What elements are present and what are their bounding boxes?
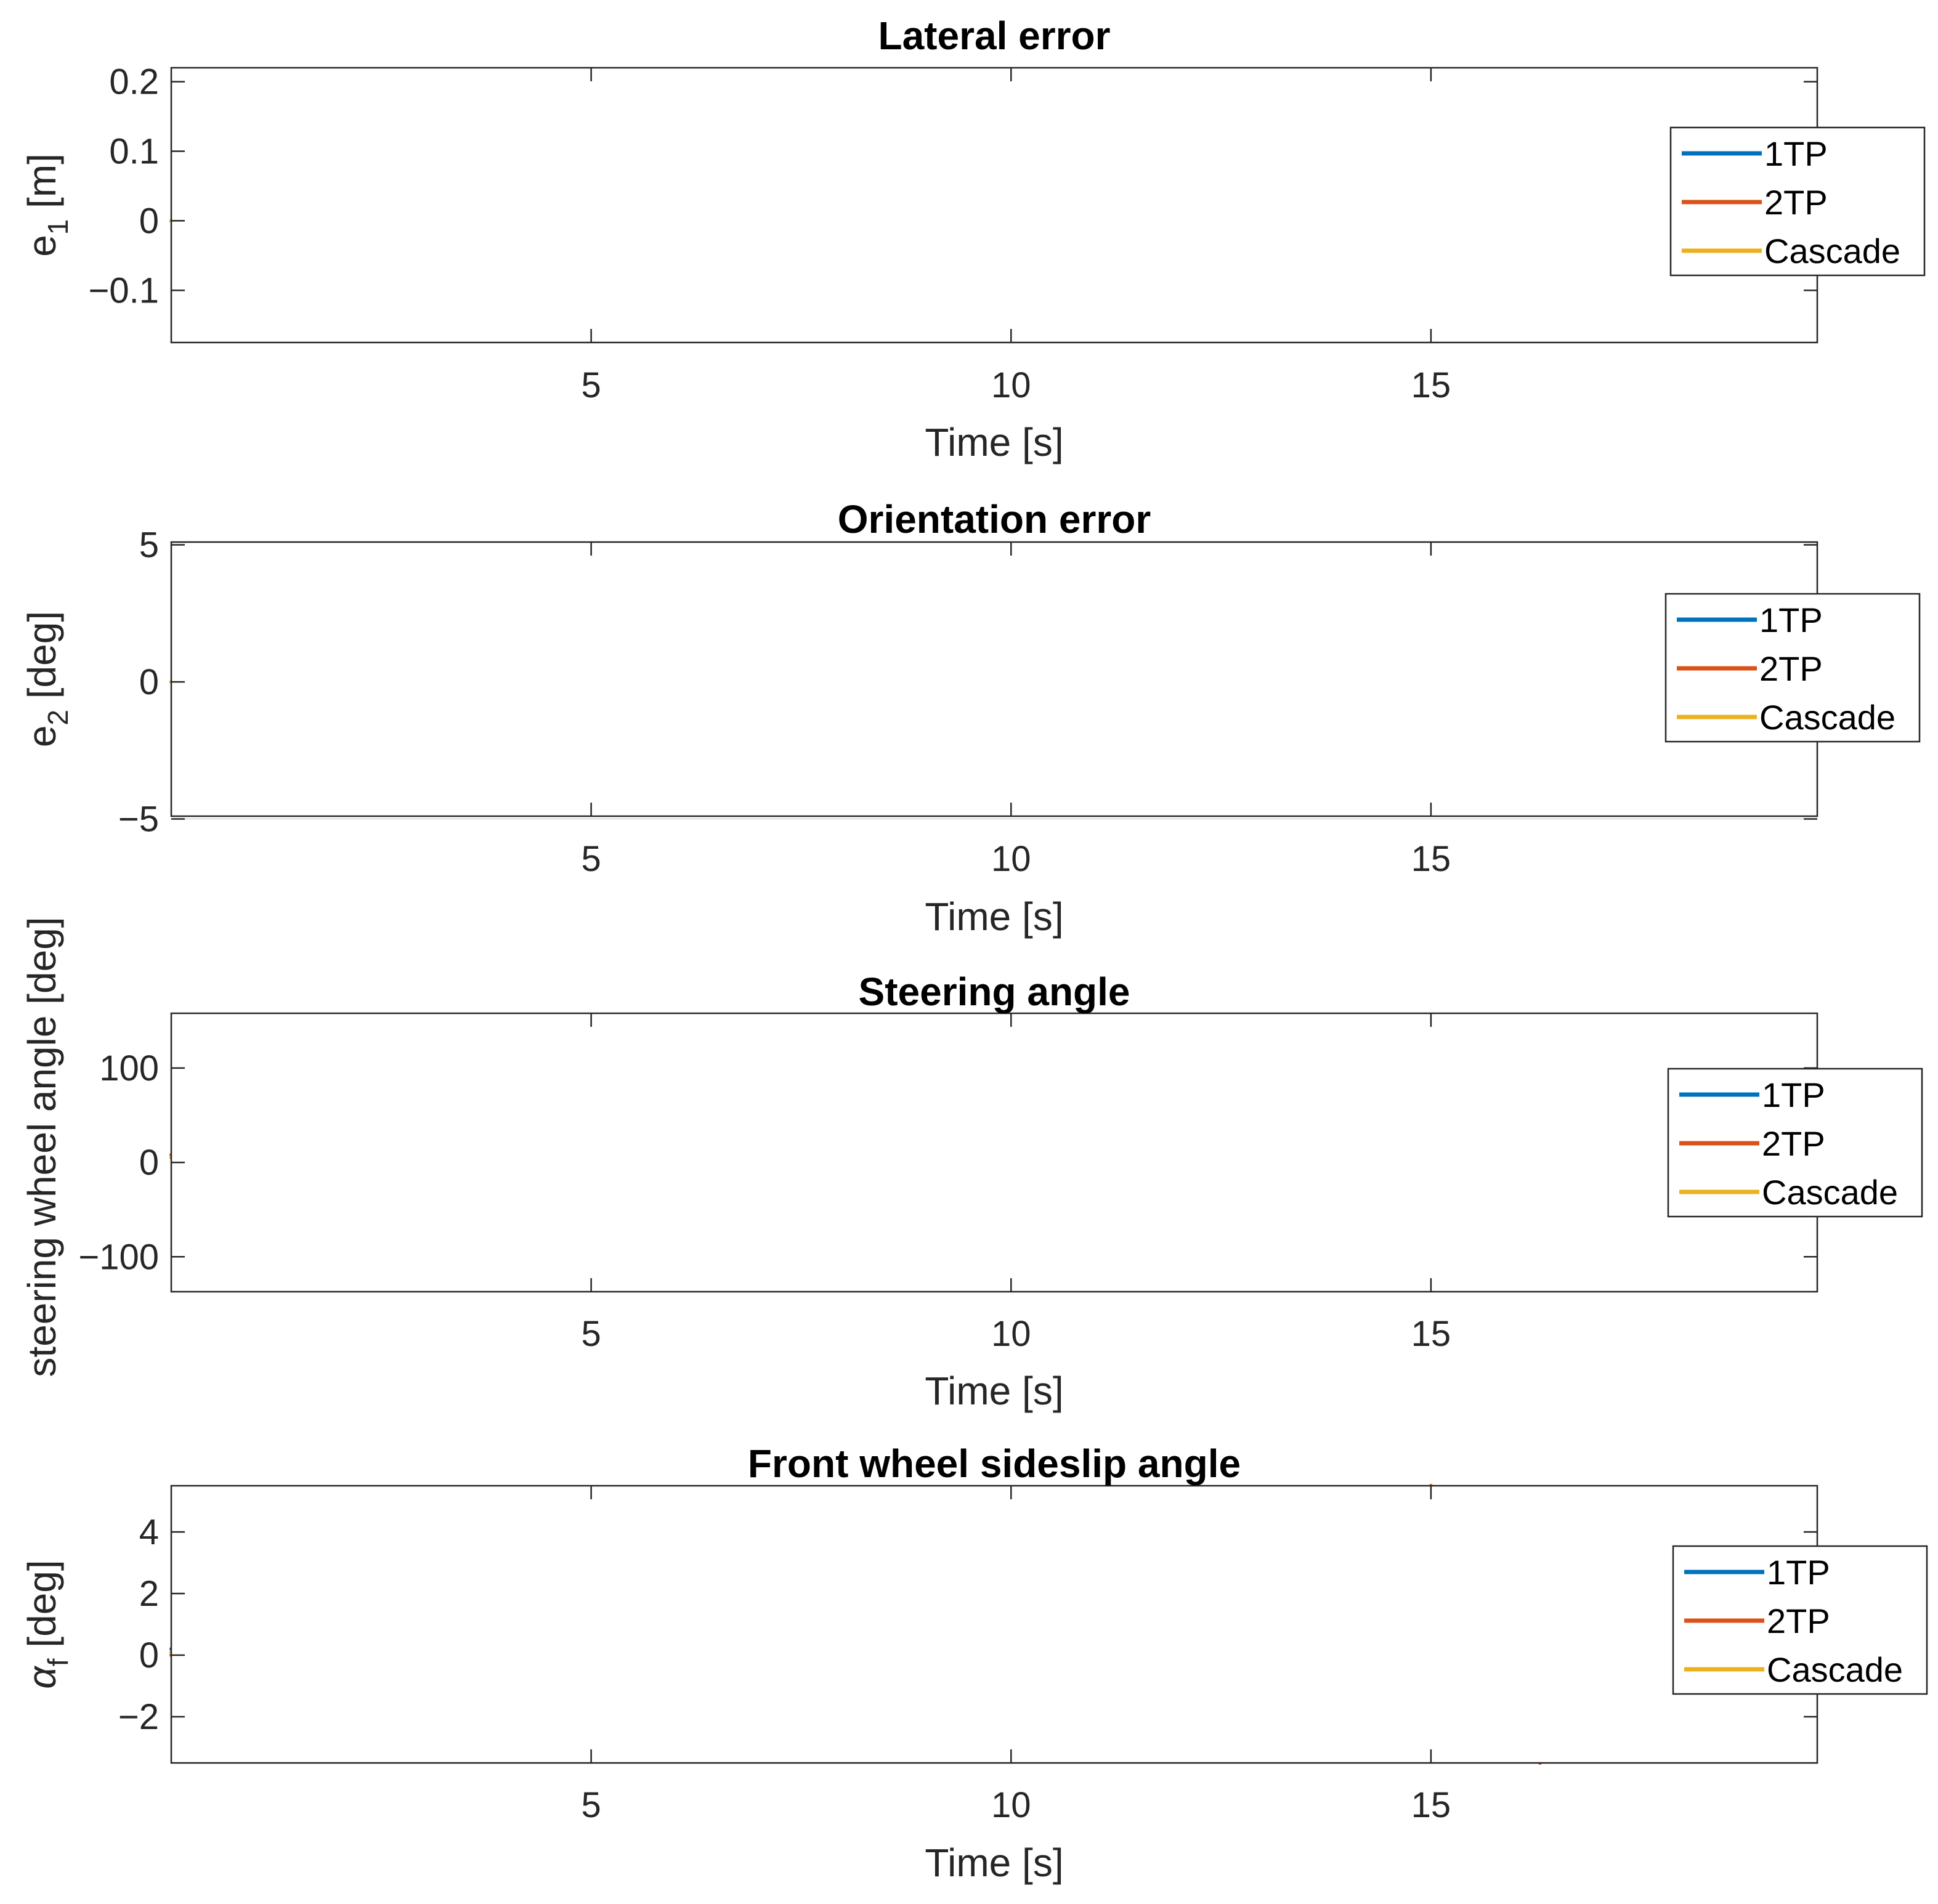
- y-tick-label: 0.1: [109, 131, 159, 171]
- legend-label-1tp: 1TP: [1767, 1553, 1830, 1592]
- y-axis-label-main: e: [20, 726, 64, 748]
- y-tick-label: 2: [139, 1574, 159, 1614]
- x-tick-label: 15: [1411, 1314, 1451, 1354]
- x-axis-label: Time [s]: [925, 420, 1063, 464]
- x-axis-label: Time [s]: [925, 1369, 1063, 1413]
- x-tick-label: 5: [581, 1314, 601, 1354]
- legend: 1TP 2TP Cascade: [1664, 593, 1921, 743]
- x-tick-label: 5: [581, 1785, 601, 1825]
- x-axis-label: Time [s]: [925, 894, 1063, 939]
- legend-label-cascade: Cascade: [1764, 232, 1900, 270]
- x-tick-label: 10: [991, 839, 1031, 879]
- x-axis-label: Time [s]: [925, 1841, 1063, 1885]
- chart-title: Lateral error: [878, 14, 1110, 58]
- y-axis-label: e1 [m]: [20, 153, 74, 257]
- x-tick-label: 15: [1411, 365, 1451, 405]
- legend: 1TP 2TP Cascade: [1672, 1545, 1928, 1695]
- y-tick-label: −5: [118, 799, 159, 839]
- axes-frame: [170, 1012, 1818, 1293]
- y-axis-label-unit: [deg]: [20, 611, 64, 710]
- axes-frame: [170, 1485, 1818, 1764]
- chart-title: Steering angle: [859, 970, 1130, 1014]
- legend-label-1tp: 1TP: [1759, 601, 1823, 639]
- panel-lateral: 5 10 15 −0.1 0 0.1 0.2 Lateral error Time [s] e1 …: [20, 14, 1926, 464]
- y-axis-label-main: α: [20, 1666, 64, 1689]
- legend-label-1tp: 1TP: [1764, 134, 1828, 173]
- panel-sideslip: 5 10 15 −2 0 2 4 Front wheel sideslip angle Time…: [20, 1441, 1928, 1885]
- chart-title: Orientation error: [838, 497, 1151, 541]
- chart-title: Front wheel sideslip angle: [748, 1441, 1241, 1486]
- legend-label-cascade: Cascade: [1762, 1173, 1898, 1212]
- y-axis-label: steering wheel angle [deg]: [20, 917, 64, 1377]
- legend-label-1tp: 1TP: [1762, 1076, 1825, 1114]
- y-axis-label: αf [deg]: [20, 1560, 74, 1688]
- legend: 1TP 2TP Cascade: [1667, 1067, 1923, 1218]
- x-tick-label: 10: [991, 1314, 1031, 1354]
- axes-frame: [170, 541, 1818, 817]
- panel-steering: 5 10 15 −100 0 100 Steering angle Time [s] steer…: [20, 917, 1923, 1413]
- legend-label-cascade: Cascade: [1767, 1650, 1903, 1689]
- legend-label-cascade: Cascade: [1759, 698, 1895, 737]
- y-tick-label: 4: [139, 1512, 159, 1552]
- legend: 1TP 2TP Cascade: [1669, 126, 1926, 277]
- y-axis-label-subscript: 1: [42, 219, 74, 235]
- y-tick-label: 0: [139, 201, 159, 241]
- y-tick-label: 100: [99, 1048, 159, 1088]
- y-axis-label-main: e: [20, 235, 64, 257]
- y-axis-label-unit: [m]: [20, 153, 64, 219]
- axes-frame: [170, 67, 1818, 344]
- y-axis-label-subscript: f: [42, 1658, 74, 1666]
- y-tick-label: −0.1: [89, 270, 160, 310]
- y-tick-label: 0.2: [109, 62, 159, 102]
- x-tick-label: 5: [581, 365, 601, 405]
- x-tick-label: 10: [991, 365, 1031, 405]
- y-axis-label-subscript: 2: [42, 710, 74, 726]
- legend-label-2tp: 2TP: [1759, 649, 1823, 688]
- x-tick-label: 10: [991, 1785, 1031, 1825]
- x-tick-label: 15: [1411, 1785, 1451, 1825]
- y-axis-label-main: steering wheel angle [deg]: [20, 917, 64, 1377]
- y-tick-label: 0: [139, 1635, 159, 1675]
- legend-label-2tp: 2TP: [1767, 1602, 1830, 1640]
- y-tick-label: 0: [139, 1143, 159, 1183]
- x-tick-label: 15: [1411, 839, 1451, 879]
- y-tick-label: −100: [78, 1237, 159, 1277]
- panel-orientation: 5 10 15 −5 0 5 Orientation error Time [s] e2 [de…: [20, 497, 1921, 939]
- legend-label-2tp: 2TP: [1762, 1124, 1825, 1163]
- y-axis-label-unit: [deg]: [20, 1560, 64, 1658]
- y-tick-label: −2: [118, 1697, 159, 1737]
- y-axis-label: e2 [deg]: [20, 611, 74, 747]
- y-tick-label: 0: [139, 662, 159, 702]
- x-tick-label: 5: [581, 839, 601, 879]
- y-tick-label: 5: [139, 525, 159, 565]
- legend-label-2tp: 2TP: [1764, 183, 1828, 222]
